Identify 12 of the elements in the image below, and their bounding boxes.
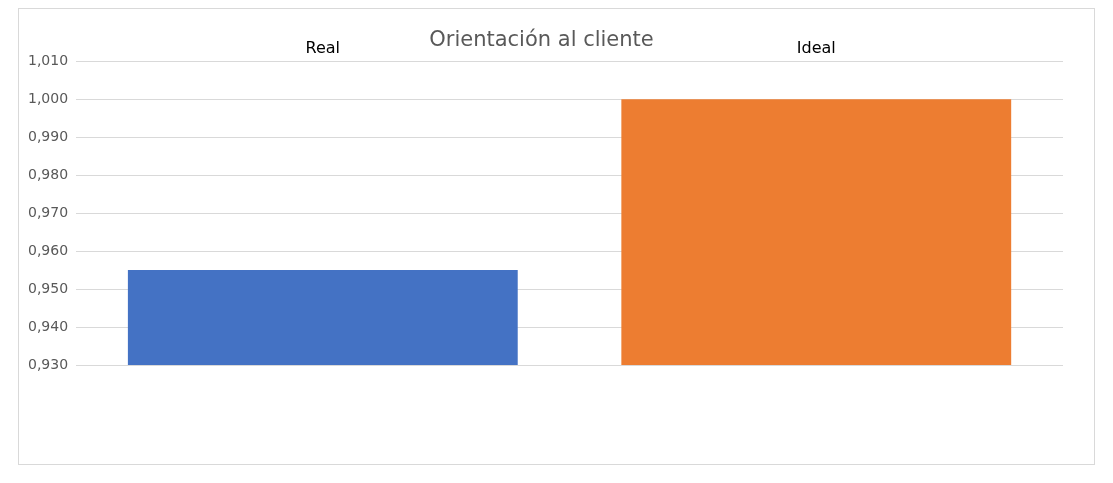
x-tick-label: Ideal <box>796 37 836 57</box>
x-tick-label: Real <box>305 37 341 57</box>
y-tick-label: 0,990 <box>27 127 69 144</box>
chart-title: Orientación al cliente <box>429 27 654 52</box>
y-tick-label: 0,930 <box>27 355 69 372</box>
y-tick-label: 0,950 <box>27 279 69 296</box>
y-tick-label: 0,970 <box>27 203 69 220</box>
y-tick-label: 0,940 <box>27 317 69 334</box>
y-tick-label: 0,980 <box>27 165 69 182</box>
y-tick-label: 1,010 <box>27 51 69 68</box>
y-tick-label: 1,000 <box>27 89 69 106</box>
y-tick-label: 0,960 <box>27 241 69 258</box>
